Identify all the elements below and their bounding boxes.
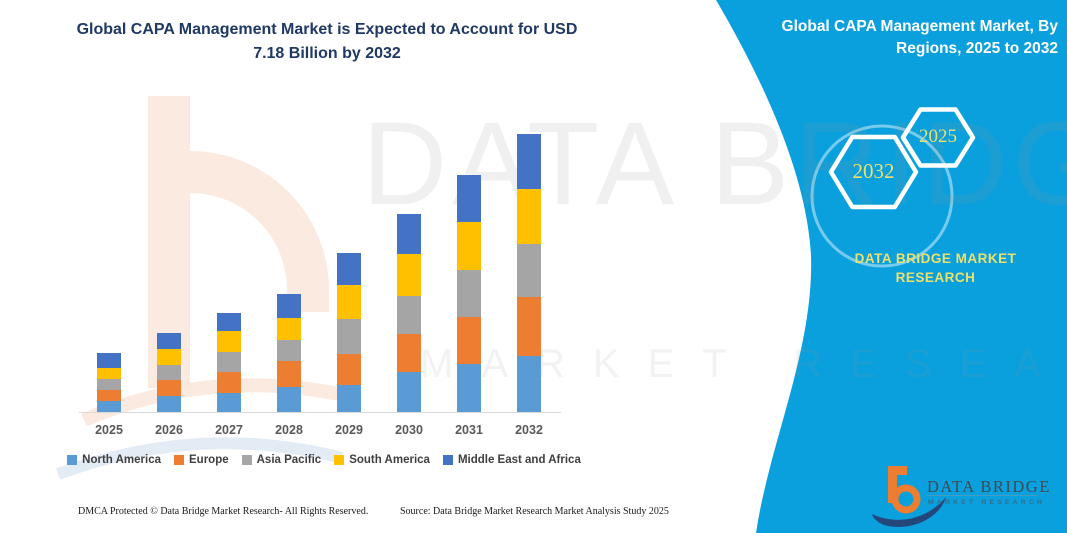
bar-2032-asia-pacific [517,243,541,297]
bar-2027-north-america [217,393,241,412]
bar-2029-asia-pacific [337,318,361,354]
bar-2030-asia-pacific [397,295,421,335]
legend-item-middle-east-and-africa: Middle East and Africa [442,454,581,466]
legend-item-asia-pacific: Asia Pacific [241,454,322,466]
bar-2025-north-america [97,401,121,412]
hexagon-2025 [900,107,976,168]
bar-2026-south-america [157,348,181,365]
legend-label-europe: Europe [189,454,229,466]
chart-legend: North America Europe Asia Pacific South Ame… [67,454,581,466]
source-note: Source: Data Bridge Market Research Mark… [400,506,669,517]
logo-divider [927,495,1037,496]
bar-2029 [337,252,361,412]
x-axis-label-2025: 2025 [95,423,123,437]
dmca-notice: DMCA Protected © Data Bridge Market Rese… [78,506,369,517]
bar-2030 [397,213,421,412]
legend-swatch-south-america [334,455,345,465]
logo-wordmark: DATA BRIDGE [927,477,1051,496]
bar-2028-south-america [277,317,301,341]
bar-2026-middle-east-and-africa [157,333,181,349]
bar-2032-south-america [517,188,541,244]
bar-2031-europe [457,317,481,364]
bar-2026-north-america [157,396,181,412]
bar-2025-middle-east-and-africa [97,353,121,368]
x-axis-label-2030: 2030 [395,423,423,437]
panel-title: Global CAPA Management Market, By Region… [781,18,1058,57]
logo-b-bowl [891,484,921,514]
watermark-swoosh-blue [55,437,344,480]
bar-2027-middle-east-and-africa [217,313,241,332]
bar-2029-north-america [337,384,361,412]
bar-2031-middle-east-and-africa [457,174,481,223]
watermark-b-bowl [189,151,329,312]
bar-2028-europe [277,361,301,388]
logo-tagline: MARKET RESEARCH [928,499,1046,506]
x-axis-label-2032: 2032 [515,423,543,437]
bar-2029-europe [337,353,361,385]
brand-caption: DATA BRIDGE MARKET RESEARCH [854,251,1017,285]
legend-label-south-america: South America [349,454,430,466]
legend-item-south-america: South America [334,454,430,466]
x-axis-line [79,412,561,413]
chart-title: Global CAPA Management Market is Expecte… [76,21,578,62]
logo-swoosh [872,497,946,527]
bar-2028-asia-pacific [277,340,301,362]
legend-label-north-america: North America [82,454,161,466]
bar-2026 [157,333,181,412]
stacked-bar-chart: 2025 2026 2027 2028 2029 2030 2031 2032 [79,134,561,437]
x-axis-label-2029: 2029 [335,423,363,437]
legend-swatch-north-america [67,455,78,465]
bar-2026-europe [157,379,181,397]
bar-2030-europe [397,334,421,373]
legend-item-north-america: North America [67,454,161,466]
bar-2030-north-america [397,372,421,412]
bar-2031-south-america [457,222,481,270]
bar-2032-europe [517,296,541,356]
bar-2031-north-america [457,364,481,412]
logo-b-notch [897,466,907,475]
x-axis-label-2026: 2026 [155,423,183,437]
hexagon-2032 [828,134,919,210]
bar-2025-europe [97,389,121,402]
bar-2028-middle-east-and-africa [277,293,301,318]
bar-2032-middle-east-and-africa [517,134,541,189]
bar-2027-asia-pacific [217,352,241,373]
bar-2027-europe [217,372,241,394]
legend-label-asia-pacific: Asia Pacific [256,454,322,466]
bar-2030-south-america [397,254,421,296]
legend-item-europe: Europe [174,454,229,466]
bar-2032-north-america [517,355,541,412]
hexagon-2025-label: 2025 [919,126,957,147]
x-axis-label-2028: 2028 [275,423,303,437]
bar-2029-south-america [337,285,361,319]
logo-b-stem [888,466,897,503]
bar-2027-south-america [217,331,241,353]
bar-2032 [517,134,541,412]
bar-2031 [457,174,481,412]
bar-2028-north-america [277,387,301,412]
bar-2026-asia-pacific [157,364,181,380]
bar-2028 [277,293,301,412]
bar-2031-asia-pacific [457,269,481,318]
bar-2029-middle-east-and-africa [337,252,361,286]
x-axis-label-2027: 2027 [215,423,243,437]
hexagon-2032-label: 2032 [852,159,895,183]
legend-swatch-europe [174,455,184,465]
legend-swatch-asia-pacific [241,455,252,465]
bar-2025 [97,353,121,412]
bar-2030-middle-east-and-africa [397,213,421,255]
teal-panel-shape [716,0,1067,533]
legend-label-middle-east-and-africa: Middle East and Africa [457,454,581,466]
legend-swatch-middle-east-and-africa [442,455,453,465]
bar-2025-south-america [97,367,121,379]
x-axis-label-2031: 2031 [455,423,483,437]
decorative-circle [810,124,954,268]
bar-2025-asia-pacific [97,378,121,390]
bar-2027 [217,313,241,412]
